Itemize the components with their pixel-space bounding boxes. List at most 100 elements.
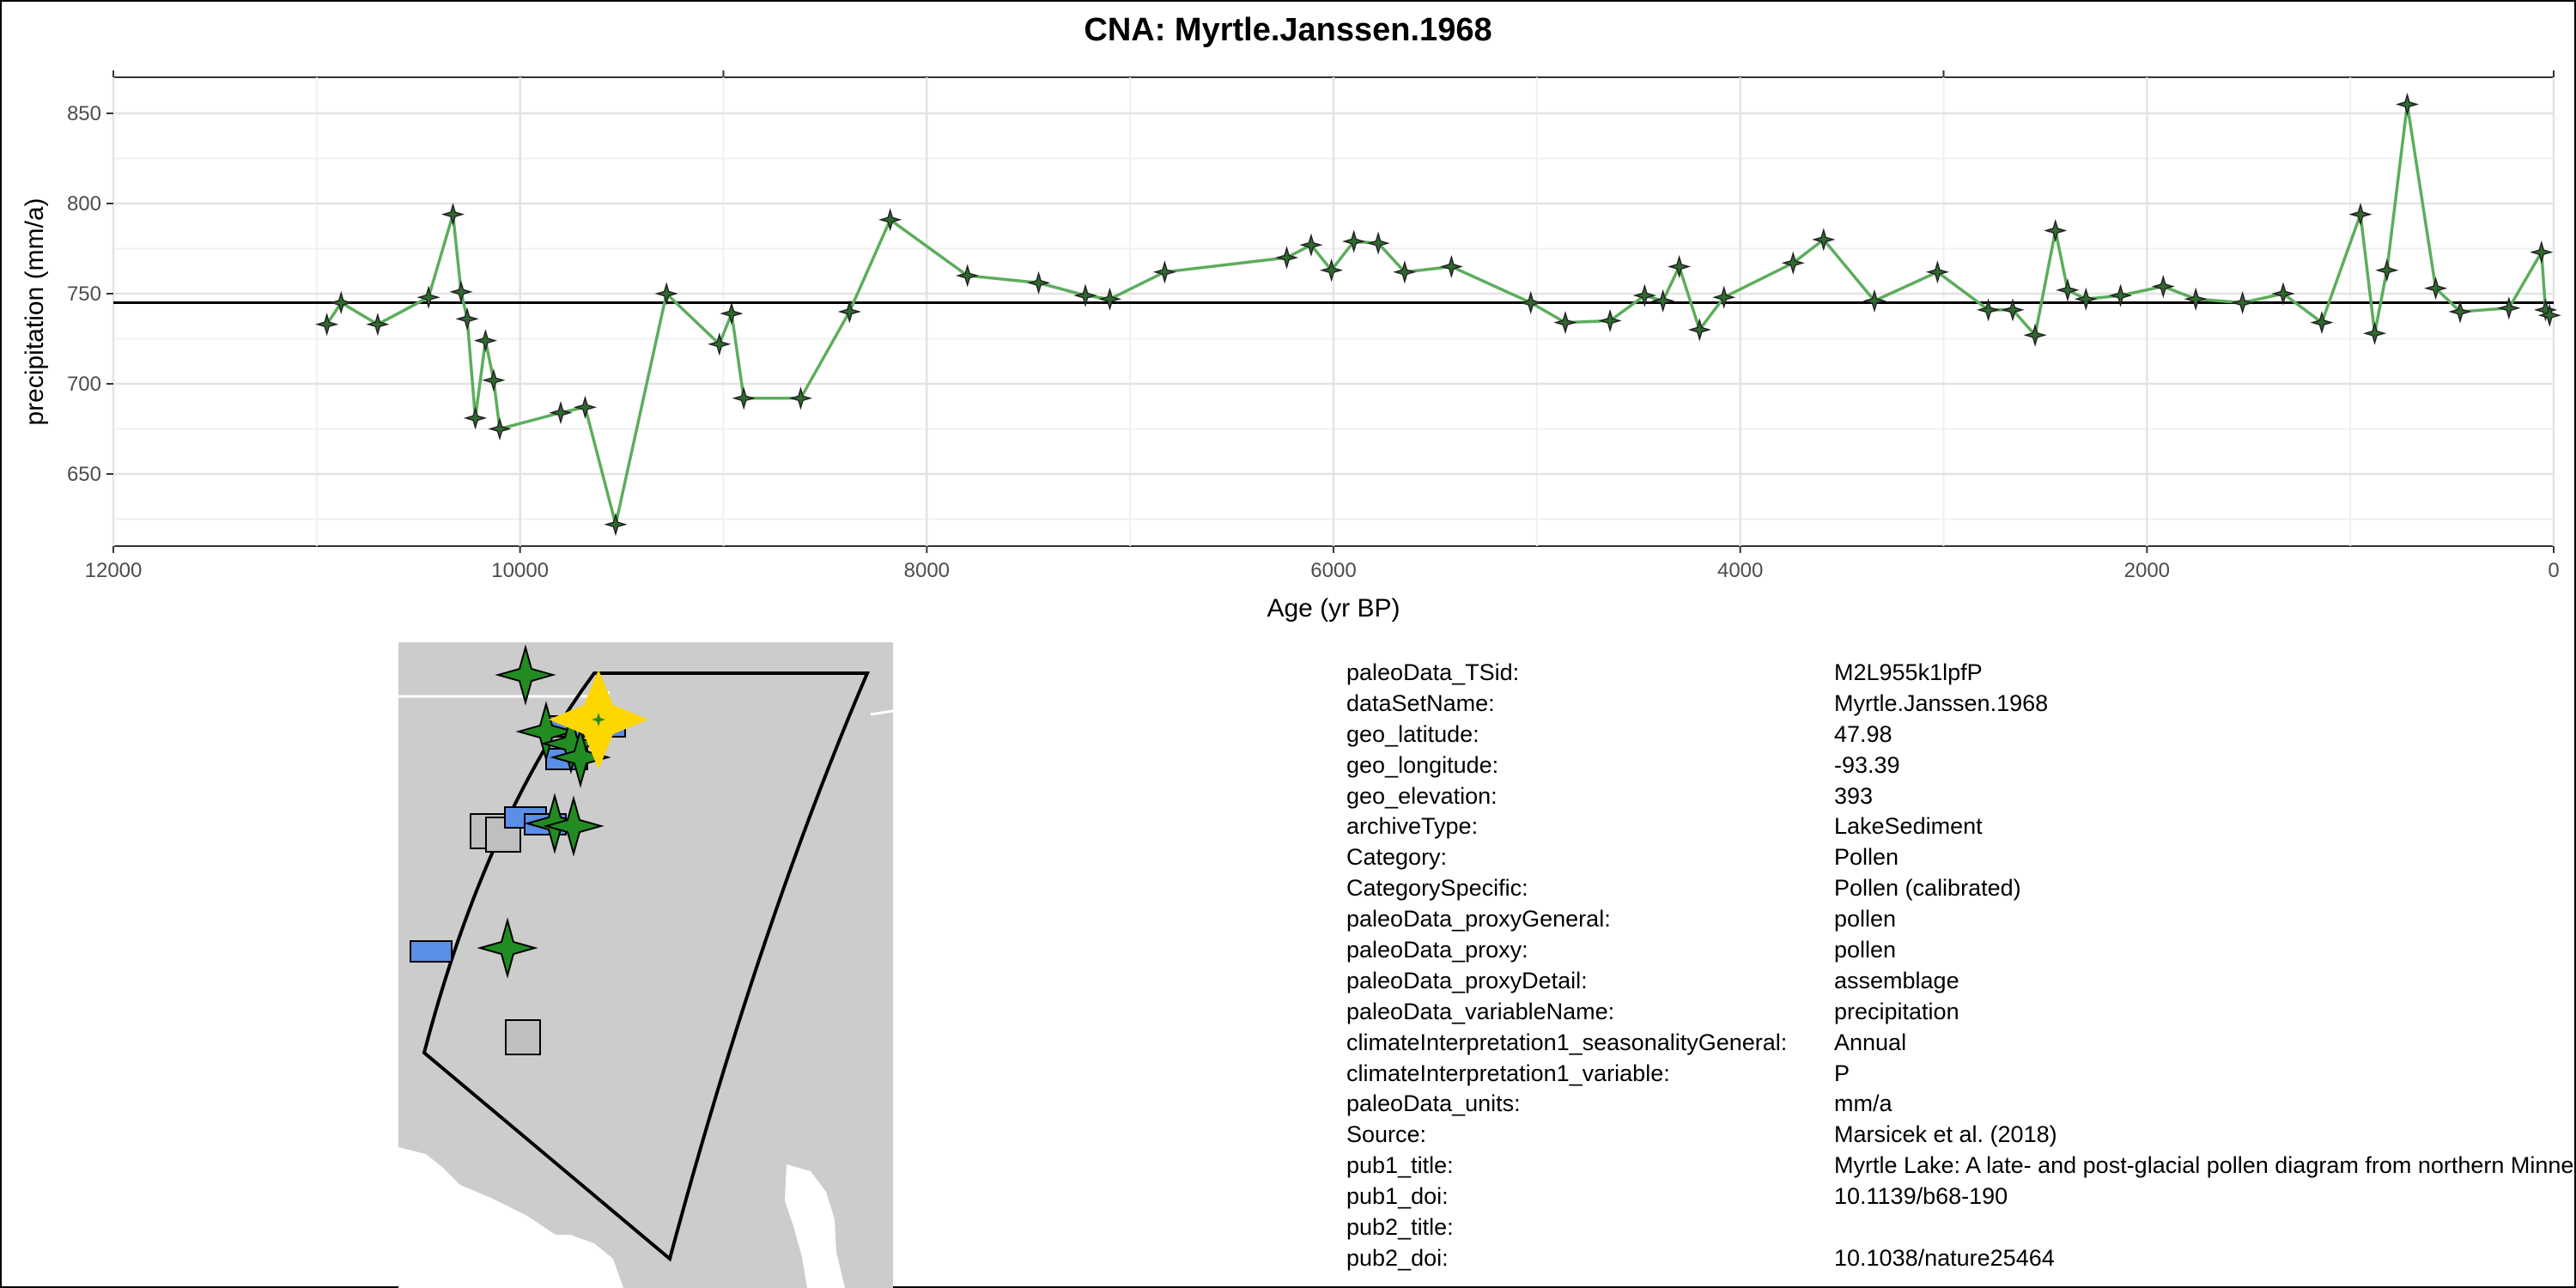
data-point — [1299, 233, 1323, 257]
data-point — [2108, 283, 2133, 307]
data-point — [2044, 218, 2068, 243]
site-marker-star — [543, 795, 605, 857]
metadata-row: archiveType: LakeSediment — [1346, 813, 2574, 844]
data-point — [1632, 283, 1657, 307]
metadata-value: Myrtle Lake: A late- and post-glacial po… — [1834, 1152, 2574, 1179]
metadata-row: CategorySpecific: Pollen (calibrated) — [1346, 875, 2574, 906]
data-point — [473, 328, 498, 353]
data-point — [788, 386, 813, 410]
data-point — [1519, 290, 1543, 315]
x-tick-label: 10000 — [491, 559, 549, 582]
x-axis-title: Age (yr BP) — [1267, 594, 1400, 623]
metadata-value: Myrtle.Janssen.1968 — [1834, 690, 2049, 716]
metadata-value: -93.39 — [1834, 751, 1900, 778]
metadata-row: paleoData_proxy: pollen — [1346, 937, 2574, 968]
map-water — [785, 1164, 845, 1288]
metadata-key: climateInterpretation1_variable: — [1346, 1060, 1670, 1086]
data-point — [2001, 298, 2025, 322]
data-point — [1393, 260, 1417, 284]
data-point — [549, 400, 573, 425]
y-tick-label: 650 — [67, 463, 101, 486]
metadata-key: paleoData_proxy: — [1346, 937, 1528, 963]
data-point — [2074, 287, 2098, 311]
x-tick-label: 4000 — [1717, 559, 1763, 582]
metadata-key: paleoData_TSid: — [1346, 659, 1520, 685]
metadata-key: archiveType: — [1346, 813, 1479, 840]
data-point — [1366, 231, 1390, 255]
data-point — [1712, 285, 1736, 309]
data-point — [2348, 202, 2372, 227]
metadata-key: Category: — [1346, 844, 1448, 871]
y-tick-label: 800 — [67, 192, 101, 216]
data-point — [1651, 289, 1675, 313]
site-marker-star — [515, 701, 577, 762]
metadata-key: paleoData_proxyGeneral: — [1346, 906, 1611, 933]
data-point — [1342, 229, 1366, 253]
metadata-value: LakeSediment — [1834, 813, 1983, 840]
data-point — [956, 264, 980, 288]
data-point — [1319, 258, 1344, 283]
data-point — [2537, 303, 2561, 327]
data-point — [2151, 274, 2175, 299]
data-point — [1976, 298, 2001, 322]
data-point — [1439, 254, 1464, 279]
metadata-row: pub2_title: — [1346, 1214, 2574, 1245]
data-point — [1687, 318, 1711, 342]
data-point — [455, 307, 479, 331]
site-marker-gray — [505, 1019, 541, 1055]
data-point — [2497, 296, 2521, 320]
metadata-row: Source: Marsicek et al. (2018) — [1346, 1121, 2574, 1152]
metadata-value: M2L955k1lpfP — [1834, 659, 1983, 685]
x-tick-label: 12000 — [85, 559, 143, 582]
data-point — [1925, 260, 1950, 284]
data-point — [416, 285, 440, 309]
metadata-row: paleoData_proxyGeneral: pollen — [1346, 906, 2574, 937]
data-point — [440, 202, 465, 227]
metadata-value: 10.1139/b68-190 — [1834, 1183, 2008, 1210]
metadata-row: pub1_doi: 10.1139/b68-190 — [1346, 1183, 2574, 1214]
data-point — [1812, 228, 1836, 252]
metadata-value: pollen — [1834, 937, 1897, 963]
metadata-key: paleoData_variableName: — [1346, 998, 1615, 1024]
data-point — [366, 313, 390, 337]
metadata-value: 47.98 — [1834, 720, 1893, 747]
metadata-key: paleoData_units: — [1346, 1091, 1521, 1117]
metadata-key: geo_elevation: — [1346, 782, 1498, 809]
metadata-row: pub1_title: Myrtle Lake: A late- and post… — [1346, 1152, 2574, 1183]
data-point — [1667, 254, 1692, 279]
line-chart: 650 700 750 800 850 12000 10000 8000 6000 4000 200… — [21, 70, 2561, 623]
metadata-row: pub2_doi: 10.1038/nature25464 — [1346, 1245, 2574, 1276]
chart-title: CNA: Myrtle.Janssen.1968 — [1084, 12, 1492, 48]
metadata-value: Pollen — [1834, 844, 1899, 871]
metadata-row: paleoData_units: mm/a — [1346, 1091, 2574, 1121]
x-tick-label: 6000 — [1310, 559, 1356, 582]
data-point — [1862, 289, 1886, 313]
y-tick-label: 700 — [67, 373, 101, 396]
metadata-value: Marsicek et al. (2018) — [1834, 1121, 2057, 1148]
data-point — [488, 416, 512, 441]
metadata-row: geo_latitude: 47.98 — [1346, 721, 2574, 752]
metadata-row: geo_longitude: -93.39 — [1346, 752, 2574, 783]
region-outline — [422, 671, 871, 1262]
site-marker-star — [495, 644, 556, 706]
metadata-key: pub2_doi: — [1346, 1244, 1449, 1271]
metadata-row: geo_elevation: 393 — [1346, 783, 2574, 814]
data-point — [708, 332, 732, 356]
data-point — [449, 280, 473, 304]
data-point — [2271, 282, 2295, 306]
map-border — [870, 709, 893, 716]
selected-site-center — [592, 713, 605, 726]
metadata-value: mm/a — [1834, 1091, 1893, 1117]
y-tick-label: 750 — [67, 283, 101, 306]
data-point — [604, 513, 628, 537]
metadata-key: pub1_doi: — [1346, 1183, 1449, 1210]
metadata-key: geo_latitude: — [1346, 720, 1479, 747]
metadata-key: pub2_title: — [1346, 1214, 1454, 1241]
data-point — [2530, 240, 2554, 264]
data-point — [1274, 246, 1299, 270]
data-point — [654, 282, 678, 306]
data-point — [482, 368, 506, 392]
data-point — [1781, 251, 1805, 275]
data-point — [732, 386, 756, 410]
site-marker-star — [540, 713, 602, 775]
